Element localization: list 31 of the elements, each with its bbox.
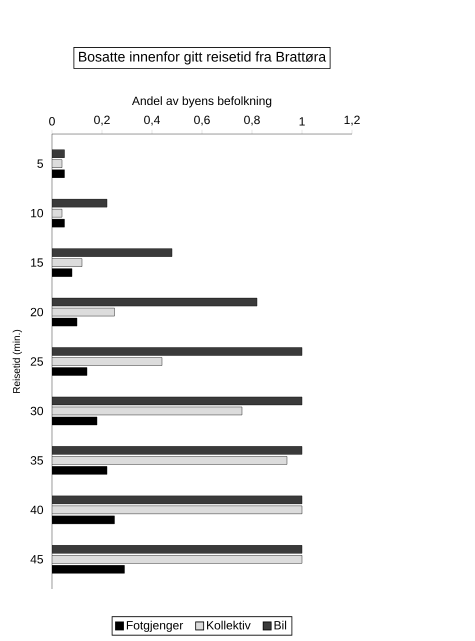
legend-label: Kollektiv bbox=[207, 620, 251, 630]
bar bbox=[52, 506, 302, 514]
y-tick-label: 45 bbox=[30, 555, 44, 564]
y-axis-title: Reisetid (min.) bbox=[12, 330, 22, 393]
bar bbox=[52, 545, 302, 554]
bar bbox=[52, 496, 302, 504]
x-tick-label: 0,4 bbox=[144, 116, 160, 126]
y-tick-label: 30 bbox=[30, 406, 44, 416]
x-axis-title: Andel av byens befolkning bbox=[132, 96, 272, 108]
legend-label: Fotgjenger bbox=[126, 620, 184, 632]
y-tick-label: 5 bbox=[37, 160, 44, 168]
bar bbox=[52, 258, 82, 267]
bar bbox=[52, 248, 172, 257]
y-tick-label: 20 bbox=[30, 308, 44, 316]
y-tick-label: 10 bbox=[31, 208, 44, 218]
y-tick-label: 25 bbox=[30, 357, 44, 366]
y-tick-label: 15 bbox=[31, 258, 44, 267]
x-tick-label: 0,8 bbox=[244, 116, 260, 126]
y-tick-label: 40 bbox=[30, 506, 44, 514]
bar bbox=[52, 446, 302, 455]
x-tick-label: 0 bbox=[49, 117, 55, 126]
x-tick-label: 1 bbox=[300, 117, 305, 126]
bar bbox=[52, 555, 302, 564]
x-tick-label: 0,6 bbox=[194, 116, 210, 126]
x-tick-label: 1,2 bbox=[344, 116, 360, 126]
y-tick-label: 35 bbox=[30, 456, 44, 465]
bar bbox=[52, 198, 108, 208]
chart-title: Bosatte innenfor gitt reisetid fra Brattøra bbox=[79, 51, 326, 64]
x-tick-label: 0,2 bbox=[94, 116, 110, 126]
legend-label: Bil bbox=[274, 620, 286, 630]
bar bbox=[52, 456, 288, 465]
